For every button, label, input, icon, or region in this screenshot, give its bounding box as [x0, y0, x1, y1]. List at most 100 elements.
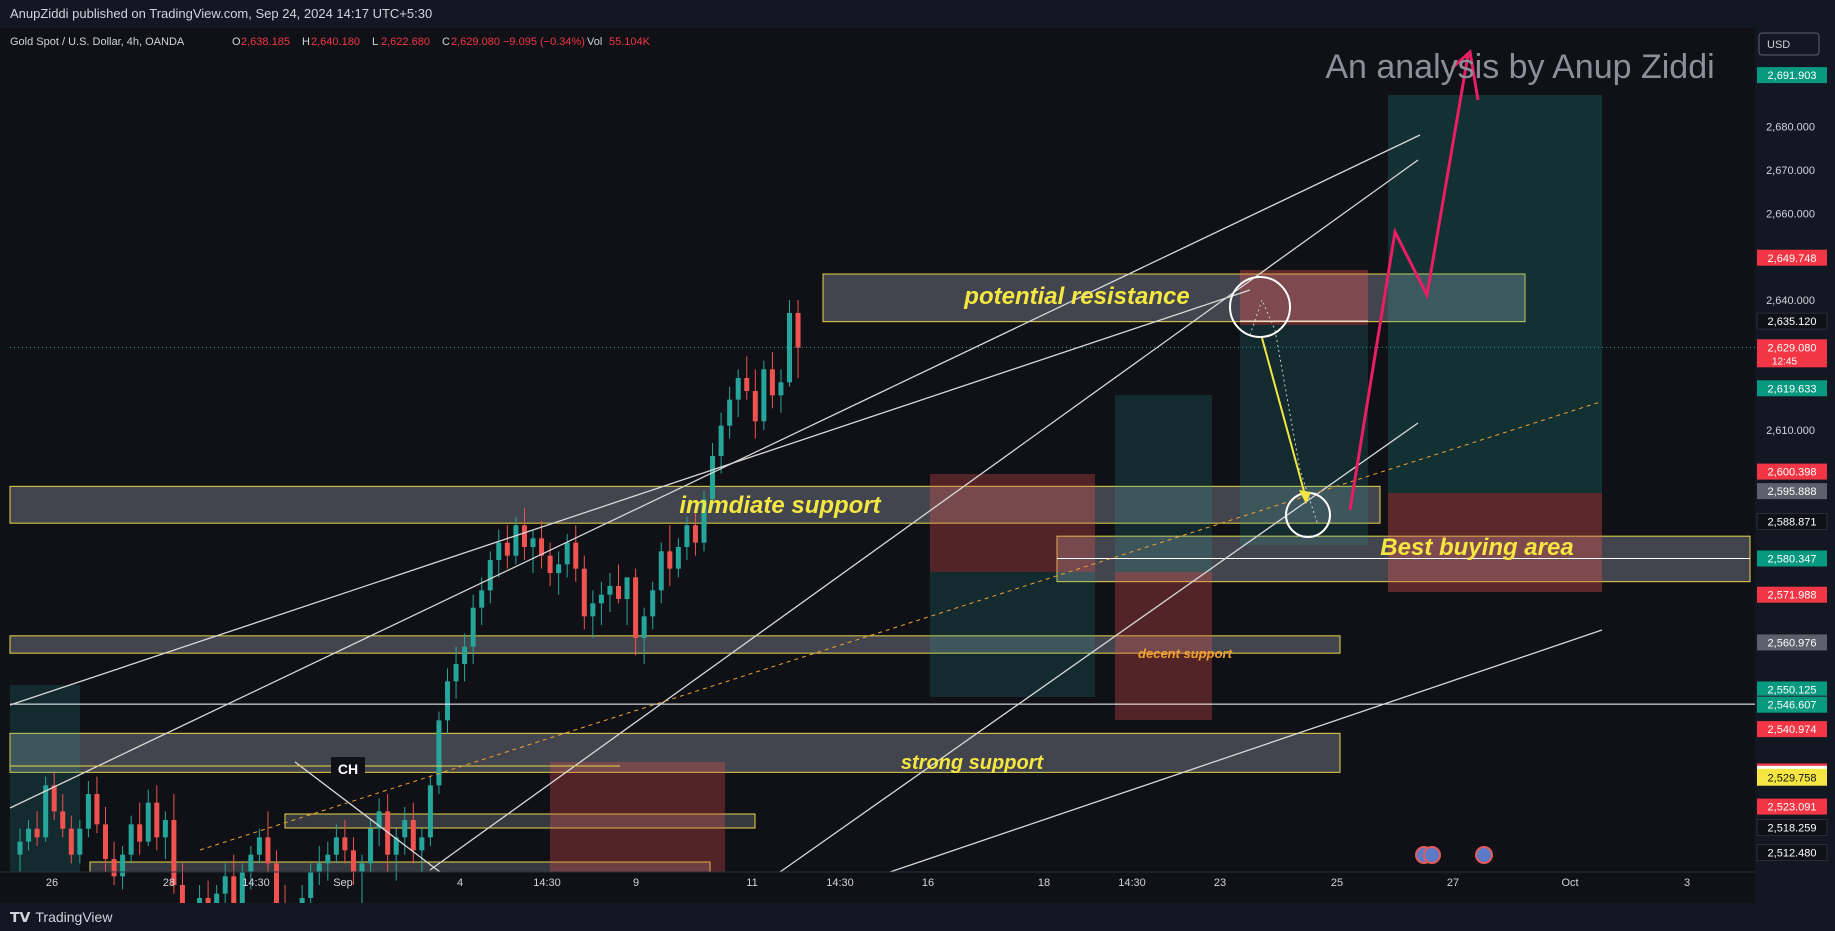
- y-tick-label: 2,670.000: [1766, 165, 1815, 177]
- box-target-stop: [1388, 493, 1602, 592]
- best-buying-area-label: Best buying area: [1380, 534, 1573, 561]
- candle-body: [154, 802, 160, 838]
- price-badge-label: 2,540.974: [1768, 724, 1817, 736]
- watermark-text: An analysis by Anup Ziddi: [1325, 48, 1714, 86]
- x-tick-label: 11: [746, 877, 757, 889]
- box-red-early: [550, 762, 725, 872]
- price-badge: [1757, 339, 1827, 368]
- ohlc-key-o: O: [232, 36, 241, 48]
- candle-body: [616, 586, 621, 599]
- candle-body: [393, 837, 399, 855]
- x-tick-label: 14:30: [826, 877, 854, 889]
- candle-body: [376, 811, 382, 829]
- candle-body: [744, 378, 750, 391]
- price-badge-label: 2,619.633: [1768, 383, 1817, 395]
- candle-body: [710, 456, 716, 500]
- price-badge: [1757, 681, 1827, 698]
- candle-body: [342, 837, 348, 851]
- y-tick-label: 2,660.000: [1766, 208, 1815, 220]
- candle-body: [718, 425, 724, 456]
- box-green-resistance: [1240, 325, 1368, 545]
- price-badge-label: 2,629.080: [1768, 342, 1817, 354]
- price-badge: [1756, 819, 1828, 837]
- candle-body: [735, 378, 741, 400]
- price-badge: [1757, 696, 1827, 713]
- projection-arrow-head: [1451, 49, 1480, 101]
- candle-body: [761, 369, 767, 422]
- yellow-arrow-line: [1261, 337, 1306, 496]
- candle-body: [556, 564, 562, 573]
- candle-body: [120, 854, 126, 877]
- candle-body: [248, 854, 254, 872]
- dotted-path-line: [1249, 298, 1319, 526]
- trendlines-layer: [9, 49, 1755, 873]
- candle-body: [445, 681, 450, 721]
- price-badge-label: 2,512.480: [1768, 848, 1817, 860]
- candle-body: [504, 542, 510, 556]
- candle-body: [727, 399, 733, 426]
- currency-button-label[interactable]: USD: [1767, 39, 1790, 51]
- candle-body: [453, 664, 459, 682]
- channel-upper-line: [9, 289, 1251, 706]
- candle-body: [162, 820, 168, 838]
- potential-resistance-label: potential resistance: [963, 283, 1189, 310]
- price-badge-label: 2,518.259: [1768, 823, 1817, 835]
- steep-channel-lower: [779, 422, 1419, 873]
- candle-body: [359, 863, 365, 872]
- price-badge-label: 2,691.903: [1768, 70, 1817, 82]
- axis-labels: Gold Spot / U.S. Dollar, 4h, OANDA O 2,638…: [0, 32, 1828, 889]
- ohlc-value-c: 2,629.080 −9.095 (−0.34%): [451, 36, 585, 48]
- price-badge: [1757, 463, 1827, 480]
- candle-body: [17, 841, 23, 855]
- box-green-late: [1115, 395, 1212, 572]
- candle-body: [34, 828, 40, 838]
- price-badge: [1757, 721, 1827, 738]
- price-badge-label: 2,560.976: [1768, 637, 1817, 649]
- x-tick-label: Oct: [1561, 877, 1578, 889]
- x-tick-label: 26: [46, 877, 58, 889]
- candle-body: [137, 824, 143, 842]
- decent-support-label: decent support: [1138, 646, 1233, 661]
- x-tick-label: 23: [1214, 877, 1226, 889]
- candle-body: [274, 863, 279, 907]
- candle-body: [410, 820, 416, 851]
- candle-body: [787, 313, 792, 383]
- x-tick-label: 3: [1684, 877, 1690, 889]
- candle-body: [231, 876, 237, 907]
- candle-body: [239, 872, 245, 907]
- candle-body: [675, 547, 681, 569]
- position-boxes: [10, 95, 1602, 872]
- ch-label: CH: [338, 761, 358, 777]
- candle-body: [368, 828, 374, 864]
- price-badge-countdown: 12:45: [1772, 356, 1797, 367]
- price-badge-label: 2,595.888: [1768, 486, 1817, 498]
- price-badge: [1757, 550, 1827, 567]
- candle-body: [598, 594, 604, 604]
- footer-bar: [0, 903, 1835, 931]
- candle-body: [94, 794, 100, 825]
- x-tick-label: 16: [922, 877, 934, 889]
- currency-button: [1758, 32, 1820, 56]
- price-badge: [1756, 312, 1828, 330]
- candle-body: [85, 794, 91, 829]
- tradingview-logo[interactable]: 𝗧𝗩 TradingView: [10, 909, 113, 925]
- candle-body: [564, 542, 570, 565]
- chart-background: [0, 28, 1755, 903]
- candle-body: [641, 616, 647, 638]
- candle-body: [547, 555, 553, 573]
- candle-body: [769, 369, 775, 396]
- ohlc-key-c: C: [442, 36, 450, 48]
- price-badge-label: 2,600.398: [1768, 467, 1817, 479]
- candle-body: [68, 828, 74, 855]
- price-badge-label: 2,580.347: [1768, 553, 1817, 565]
- candle-body: [752, 391, 758, 422]
- y-tick-label: 2,610.000: [1766, 425, 1815, 437]
- candle-body: [145, 802, 151, 842]
- price-badge: [1757, 67, 1827, 84]
- candle-body: [402, 820, 408, 838]
- wide-channel-upper: [9, 134, 1421, 809]
- x-tick-label: Sep: [333, 877, 353, 889]
- ohlc-key-vol: Vol: [587, 36, 602, 48]
- ohlc-value-vol: 55.104K: [609, 36, 651, 48]
